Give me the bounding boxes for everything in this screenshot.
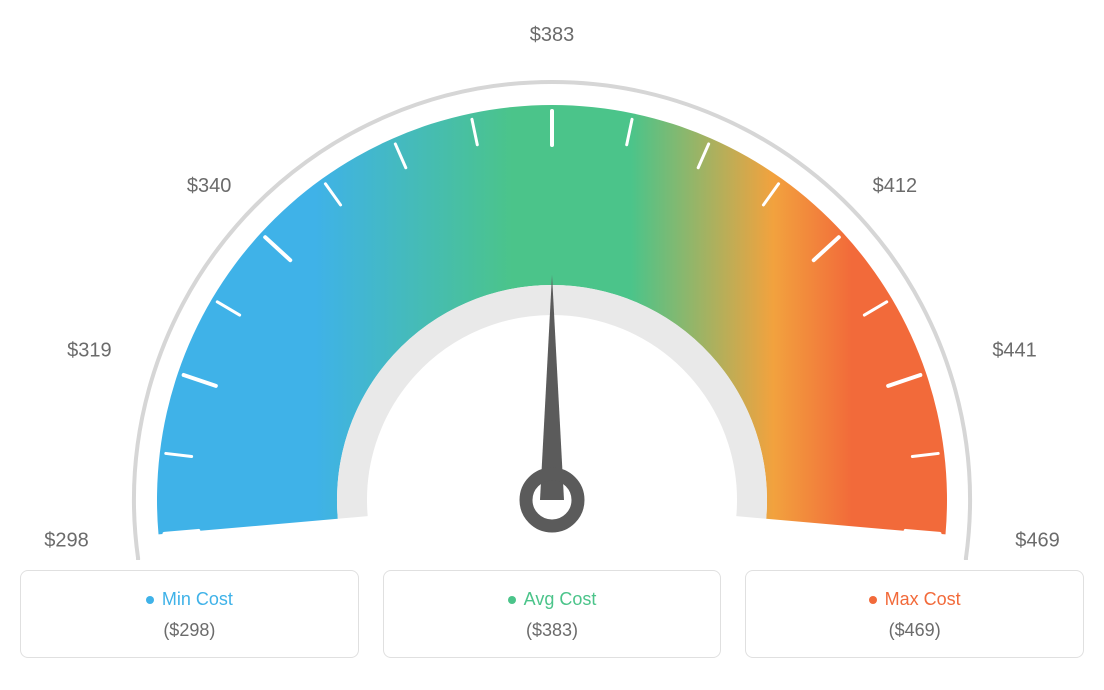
legend-value-max: ($469) (758, 620, 1071, 641)
legend-title-text-avg: Avg Cost (524, 589, 597, 610)
legend-title-text-max: Max Cost (885, 589, 961, 610)
legend-value-min: ($298) (33, 620, 346, 641)
legend-value-avg: ($383) (396, 620, 709, 641)
legend-dot-avg (508, 596, 516, 604)
legend-title-max: Max Cost (869, 589, 961, 610)
gauge-tick-label: $469 (1015, 530, 1059, 552)
gauge-tick-label: $319 (67, 340, 112, 362)
legend-title-text-min: Min Cost (162, 589, 233, 610)
legend-dot-max (869, 596, 877, 604)
legend-row: Min Cost ($298) Avg Cost ($383) Max Cost… (20, 570, 1084, 658)
gauge-tick-label: $340 (187, 175, 232, 197)
gauge-tick-label: $441 (992, 340, 1037, 362)
legend-title-min: Min Cost (146, 589, 233, 610)
gauge-tick-label: $383 (530, 24, 575, 46)
gauge-tick-label: $412 (873, 175, 918, 197)
legend-card-avg: Avg Cost ($383) (383, 570, 722, 658)
legend-dot-min (146, 596, 154, 604)
gauge-svg: $298 $319 $340 $383 $412 $441 $469 (20, 20, 1084, 560)
legend-title-avg: Avg Cost (508, 589, 597, 610)
legend-card-min: Min Cost ($298) (20, 570, 359, 658)
cost-gauge-chart: $298 $319 $340 $383 $412 $441 $469 (20, 20, 1084, 560)
gauge-tick-label: $298 (44, 530, 89, 552)
legend-card-max: Max Cost ($469) (745, 570, 1084, 658)
